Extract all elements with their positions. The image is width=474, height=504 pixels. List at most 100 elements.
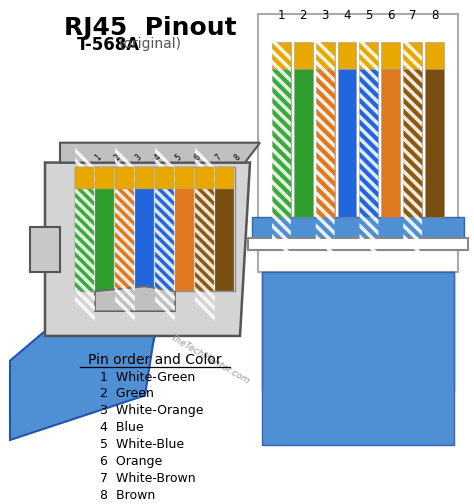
Polygon shape <box>155 296 175 321</box>
Bar <box>75 167 94 291</box>
Polygon shape <box>195 167 215 192</box>
Polygon shape <box>75 296 95 321</box>
Polygon shape <box>30 227 60 272</box>
Bar <box>425 70 444 217</box>
Text: 6: 6 <box>387 9 394 22</box>
Polygon shape <box>403 191 422 214</box>
Polygon shape <box>403 201 422 225</box>
Polygon shape <box>316 136 335 159</box>
Polygon shape <box>359 81 378 105</box>
Polygon shape <box>195 158 215 182</box>
Polygon shape <box>115 207 135 232</box>
Polygon shape <box>75 217 95 242</box>
Polygon shape <box>155 277 175 301</box>
Text: 7: 7 <box>409 9 417 22</box>
Polygon shape <box>115 247 135 272</box>
Polygon shape <box>272 212 291 236</box>
Text: 4: 4 <box>153 153 163 162</box>
Text: 5: 5 <box>173 153 183 162</box>
Polygon shape <box>155 227 175 251</box>
Bar <box>195 167 215 291</box>
Polygon shape <box>115 267 135 291</box>
Polygon shape <box>272 234 291 258</box>
Bar <box>382 42 400 70</box>
Polygon shape <box>155 286 175 311</box>
Polygon shape <box>115 277 135 301</box>
Bar <box>258 14 458 272</box>
Polygon shape <box>155 158 175 182</box>
Polygon shape <box>316 114 335 138</box>
Polygon shape <box>403 81 422 105</box>
Polygon shape <box>115 237 135 262</box>
Text: T-568A: T-568A <box>76 36 139 54</box>
Polygon shape <box>272 136 291 159</box>
Text: TheTechMentor.com: TheTechMentor.com <box>169 333 251 386</box>
Polygon shape <box>359 191 378 214</box>
Polygon shape <box>195 247 215 272</box>
Bar <box>75 167 94 190</box>
Polygon shape <box>359 201 378 225</box>
Bar <box>294 70 313 217</box>
Text: Pin order and Color: Pin order and Color <box>88 353 222 367</box>
Bar <box>382 70 400 217</box>
Bar <box>175 167 194 190</box>
Polygon shape <box>403 212 422 236</box>
Polygon shape <box>10 336 155 415</box>
Polygon shape <box>272 147 291 170</box>
Text: 5: 5 <box>365 9 373 22</box>
Polygon shape <box>272 158 291 181</box>
Bar <box>403 42 422 70</box>
Bar <box>115 167 135 190</box>
Text: 8  Brown: 8 Brown <box>100 488 155 501</box>
Polygon shape <box>403 38 422 61</box>
Polygon shape <box>316 81 335 105</box>
Polygon shape <box>272 71 291 94</box>
Polygon shape <box>75 207 95 232</box>
Bar <box>262 272 454 445</box>
Polygon shape <box>195 267 215 291</box>
Polygon shape <box>403 179 422 203</box>
Bar <box>135 167 155 190</box>
Polygon shape <box>359 103 378 127</box>
Polygon shape <box>316 38 335 61</box>
Polygon shape <box>115 286 135 311</box>
Text: 1  White-Green: 1 White-Green <box>100 370 195 384</box>
Bar <box>155 167 174 190</box>
Polygon shape <box>272 125 291 149</box>
Polygon shape <box>403 114 422 138</box>
Polygon shape <box>359 125 378 149</box>
Polygon shape <box>115 217 135 242</box>
Bar <box>215 167 235 190</box>
Polygon shape <box>115 177 135 202</box>
Polygon shape <box>403 59 422 83</box>
Polygon shape <box>272 223 291 246</box>
Polygon shape <box>272 92 291 116</box>
Polygon shape <box>272 168 291 192</box>
Polygon shape <box>272 114 291 138</box>
Polygon shape <box>359 92 378 116</box>
Polygon shape <box>195 296 215 321</box>
Polygon shape <box>359 158 378 181</box>
Polygon shape <box>95 286 175 311</box>
Bar <box>403 70 422 217</box>
Polygon shape <box>195 187 215 212</box>
Polygon shape <box>75 286 95 311</box>
Bar <box>359 70 378 217</box>
Polygon shape <box>195 148 215 172</box>
Polygon shape <box>403 223 422 246</box>
Bar <box>272 42 291 70</box>
Polygon shape <box>272 59 291 83</box>
Polygon shape <box>195 257 215 281</box>
Text: 6: 6 <box>193 153 203 162</box>
Polygon shape <box>75 187 95 212</box>
Polygon shape <box>316 71 335 94</box>
Text: 7: 7 <box>213 153 223 162</box>
Polygon shape <box>272 103 291 127</box>
Polygon shape <box>195 197 215 222</box>
Bar <box>75 167 235 291</box>
Text: 1: 1 <box>278 9 285 22</box>
Polygon shape <box>316 168 335 192</box>
Text: 4  Blue: 4 Blue <box>100 421 144 434</box>
Bar <box>337 70 356 217</box>
Text: (original): (original) <box>118 37 182 51</box>
